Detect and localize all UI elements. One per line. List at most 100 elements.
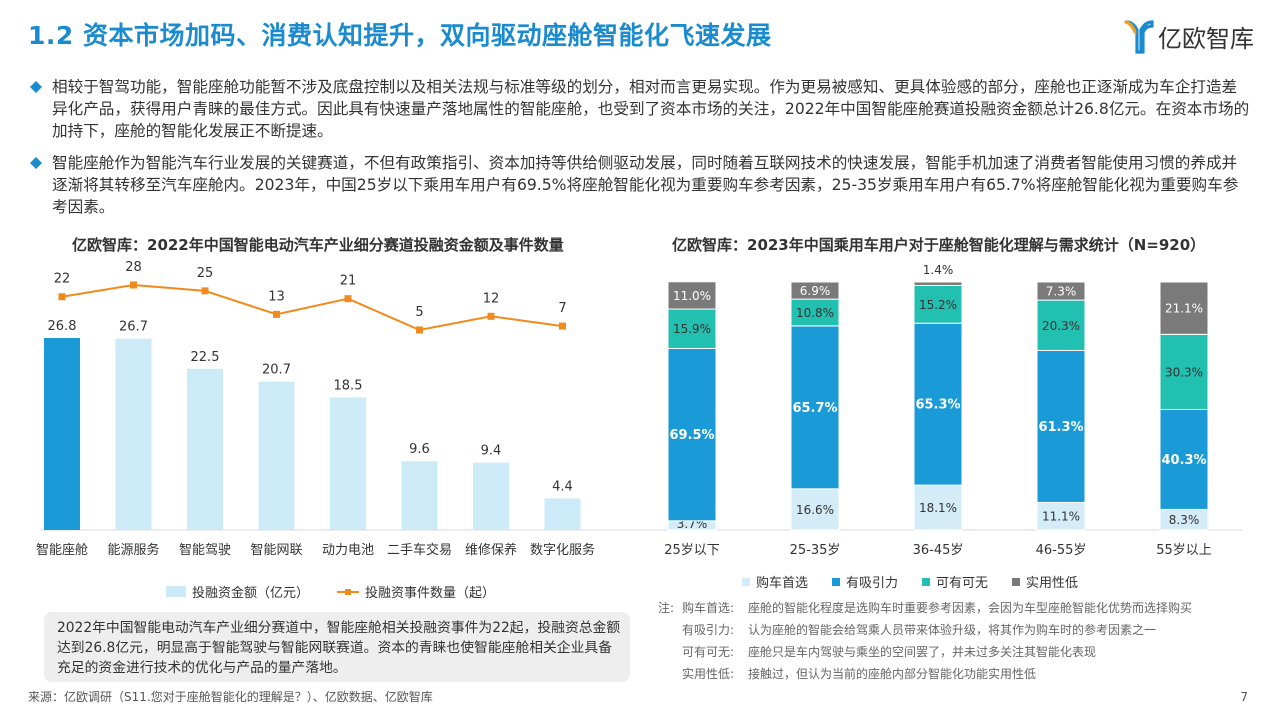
legend-line-swatch xyxy=(337,588,360,595)
segment-label: 65.3% xyxy=(915,398,960,413)
legend-swatch-1 xyxy=(742,577,750,586)
stack-segment xyxy=(1036,281,1086,301)
source-note: 来源：亿欧调研（S11.您对于座舱智能化的理解是？）、亿欧数据、亿欧智库 xyxy=(28,690,433,704)
x-tick-label: 动力电池 xyxy=(322,543,374,558)
summary-text: 2022年中国智能电动汽车产业细分赛道中，智能座舱相关投融资事件为22起，投融资… xyxy=(57,620,621,676)
segment-label: 6.9% xyxy=(800,284,831,298)
legend-bar-label: 投融资金额（亿元） xyxy=(192,586,310,601)
footnote-term: 实用性低: xyxy=(682,667,735,681)
paragraph-1-text: 相较于智驾功能，智能座舱功能暂不涉及底盘控制以及相关法规与标准等级的划分，相对而… xyxy=(52,78,1250,140)
segment-label: 69.5% xyxy=(669,428,714,443)
summary-box: 2022年中国智能电动汽车产业细分赛道中，智能座舱相关投融资事件为22起，投融资… xyxy=(44,612,630,682)
bar-value-label: 26.7 xyxy=(119,320,148,335)
stack-segment xyxy=(790,325,840,490)
segment-label: 15.9% xyxy=(673,322,711,336)
bar xyxy=(330,397,366,530)
footnote-row: 可有可无: 座舱只是车内驾驶与乘坐的空间罢了，并未过多关注其智能化表现 xyxy=(658,641,1192,663)
line-value-label: 28 xyxy=(125,260,142,275)
logo: 亿欧智库 xyxy=(1124,16,1254,56)
segment-label: 21.1% xyxy=(1165,302,1203,316)
stack-segment xyxy=(790,488,840,531)
diamond-bullet-icon xyxy=(30,157,42,169)
paragraph-1: 相较于智驾功能，智能座舱功能暂不涉及底盘控制以及相关法规与标准等级的划分，相对而… xyxy=(30,76,1252,142)
left-legend: 投融资金额（亿元） 投融资事件数量（起） xyxy=(166,582,495,601)
segment-label: 16.6% xyxy=(796,503,834,517)
line-point xyxy=(487,312,495,320)
footnote-desc: 座舱只是车内驾驶与乘坐的空间罢了，并未过多关注其智能化表现 xyxy=(748,645,1097,659)
page-title: 1.2 资本市场加码、消费认知提升，双向驱动座舱智能化飞速发展 xyxy=(28,21,772,50)
segment-label: 10.8% xyxy=(796,306,834,320)
footnote-row: 有吸引力: 认为座舱的智能会给驾乘人员带来体验升级，将其作为购车时的参考因素之一 xyxy=(658,619,1192,641)
line-point xyxy=(58,293,66,301)
footnote-desc: 座舱的智能化程度是选购车时重要参考因素，会因为车型座舱智能化优势而选择购买 xyxy=(748,601,1193,615)
x-tick-label: 46-55岁 xyxy=(1036,543,1087,558)
investment-chart: 26.8 智能座舱 26.7 能源服务 22.5 智能驾驶 20.7 智能网联 18.5 动力电池… xyxy=(36,260,630,558)
diamond-bullet-icon xyxy=(30,81,42,93)
bar-value-label: 9.6 xyxy=(409,442,430,457)
bar-value-label: 22.5 xyxy=(191,350,220,365)
line-value-label: 5 xyxy=(415,305,423,320)
stacked-chart: 3.7%69.5%15.9%11.0%25岁以下16.6%65.7%10.8%6… xyxy=(630,263,1242,558)
segment-label: 7.3% xyxy=(1046,285,1077,299)
segment-label: 8.3% xyxy=(1169,513,1200,527)
bar xyxy=(258,381,295,530)
footnote-label: 注: xyxy=(658,601,675,615)
bar xyxy=(187,368,223,530)
x-tick-label: 数字化服务 xyxy=(530,542,595,558)
stack-segment xyxy=(667,308,717,349)
bar xyxy=(401,461,438,530)
segment-label: 1.4% xyxy=(923,263,954,277)
line-point xyxy=(559,322,566,330)
footnote-row: 注: 购车首选: 座舱的智能化程度是选购车时重要参考因素，会因为车型座舱智能化优… xyxy=(658,597,1192,619)
legend-swatch-3 xyxy=(922,577,931,586)
bar-value-label: 9.4 xyxy=(481,444,502,459)
stack-segment xyxy=(1036,299,1086,351)
bar xyxy=(473,462,509,530)
x-tick-label: 25-35岁 xyxy=(790,543,841,558)
legend-label-2: 有吸引力 xyxy=(846,576,899,591)
segment-label: 20.3% xyxy=(1042,319,1080,333)
x-tick-label: 55岁以上 xyxy=(1156,543,1212,558)
segment-label: 15.2% xyxy=(919,298,957,312)
footnote: 注: 购车首选: 座舱的智能化程度是选购车时重要参考因素，会因为车型座舱智能化优… xyxy=(658,597,1192,685)
logo-text: 亿欧智库 xyxy=(1158,24,1254,53)
stack-segment xyxy=(913,322,963,486)
segment-label: 30.3% xyxy=(1165,365,1203,379)
paragraph-2: 智能座舱作为智能汽车行业发展的关键赛道，不但有政策指引、资本加持等供给侧驱动发展… xyxy=(30,152,1252,218)
line-point xyxy=(130,281,137,289)
stack-segment xyxy=(1159,281,1209,335)
x-tick-label: 36-45岁 xyxy=(913,543,964,558)
x-tick-label: 智能网联 xyxy=(250,543,302,558)
legend-swatch-4 xyxy=(1012,577,1021,586)
legend-line-label: 投融资事件数量（起） xyxy=(365,586,496,601)
series-line xyxy=(61,283,563,332)
right-legend: 购车首选 有吸引力 可有可无 实用性低 xyxy=(742,572,1078,591)
bar-value-label: 4.4 xyxy=(552,479,573,494)
line-value-label: 12 xyxy=(483,291,500,306)
stack-segment xyxy=(790,298,840,327)
line-value-label: 7 xyxy=(558,301,566,316)
page-number: 7 xyxy=(1240,690,1248,704)
line-point xyxy=(344,295,352,303)
left-chart-title: 亿欧智库：2022年中国智能电动汽车产业细分赛道投融资金额及事件数量 xyxy=(72,236,564,254)
line-value-label: 13 xyxy=(268,289,285,304)
right-chart-title: 亿欧智库：2023年中国乘用车用户对于座舱智能化理解与需求统计（N=920） xyxy=(672,236,1206,254)
bar-value-label: 26.8 xyxy=(48,319,77,334)
legend-label-4: 实用性低 xyxy=(1026,576,1079,591)
stack-segment xyxy=(667,281,717,310)
stack-segment xyxy=(1159,333,1209,410)
line-value-label: 25 xyxy=(197,266,214,281)
bar xyxy=(44,338,80,530)
legend-label-1: 购车首选 xyxy=(756,576,809,591)
x-tick-label: 智能座舱 xyxy=(36,543,88,558)
legend-bar-swatch xyxy=(166,586,186,597)
stack-segment xyxy=(913,281,963,286)
x-tick-label: 能源服务 xyxy=(107,542,159,558)
logo-icon xyxy=(1124,20,1154,54)
line-point xyxy=(273,310,280,318)
x-tick-label: 智能驾驶 xyxy=(179,543,231,558)
segment-label: 65.7% xyxy=(792,401,837,416)
stack-segment xyxy=(1036,349,1086,503)
legend-label-3: 可有可无 xyxy=(936,576,989,591)
bar-value-label: 18.5 xyxy=(334,378,363,393)
